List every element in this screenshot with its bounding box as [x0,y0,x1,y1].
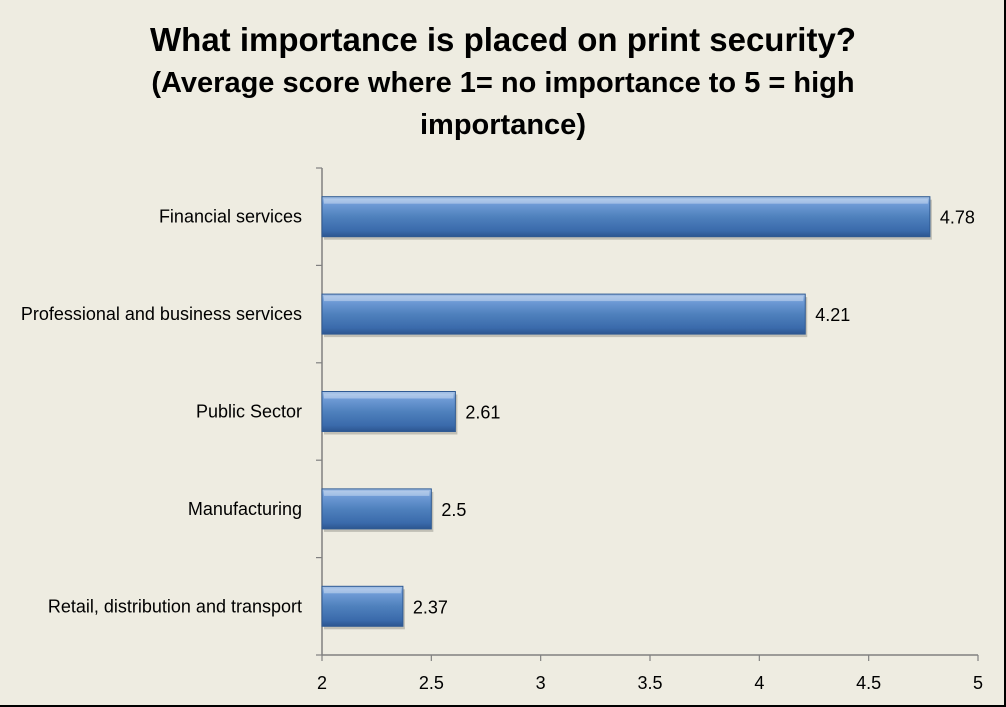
category-label: Financial services [159,207,302,227]
category-label: Retail, distribution and transport [48,596,302,616]
data-label: 2.37 [413,597,448,617]
labels: 2 2.5 3 3.5 4 4.5 5 Financial services 4.78 Profe… [21,207,983,693]
x-tick-label: 4 [754,673,764,693]
bar-highlight [324,588,401,594]
data-label: 4.21 [815,305,850,325]
bar-highlight [324,296,804,302]
x-tick-label: 2 [317,673,327,693]
category-label: Manufacturing [188,499,302,519]
x-tick-label: 4.5 [856,673,881,693]
chart-subtitle: (Average score where 1= no importance to… [151,67,855,141]
bars [321,196,932,630]
x-tick-label: 5 [973,673,983,693]
data-label: 4.78 [940,208,975,228]
category-label: Professional and business services [21,304,302,324]
x-tick-label: 3 [536,673,546,693]
x-tick-label: 3.5 [637,673,662,693]
bar-highlight [324,198,928,204]
data-label: 2.5 [441,500,466,520]
category-label: Public Sector [196,402,302,422]
data-label: 2.61 [465,403,500,423]
chart-title-block: What importance is placed on print secur… [0,18,1006,146]
x-tick-label: 2.5 [419,673,444,693]
bar-highlight [324,490,430,496]
bar-highlight [324,393,454,399]
chart-title: What importance is placed on print secur… [150,21,856,58]
